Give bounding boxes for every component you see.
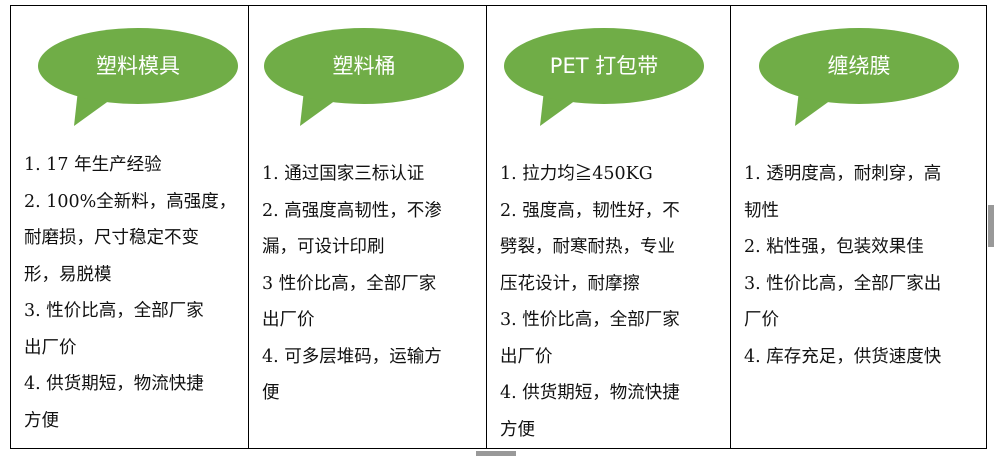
feature-line: 3. 性价比高，全部厂家出 [744,273,942,294]
feature-line: 2. 100%全新料，高强度， [24,191,237,212]
feature-line: 方便 [500,419,535,440]
speech-bubble: PET 打包带 [504,28,704,128]
product-table: 塑料模具 1. 17 年生产经验 2. 100%全新料，高强度， 耐磨损，尺寸稳定不变… [10,5,987,449]
feature-line: 耐磨损，尺寸稳定不变 [24,228,199,248]
feature-line: 3 性价比高，全部厂家 [262,273,437,294]
bubble-title: 塑料模具 [96,54,180,78]
feature-line: 4. 可多层堆码，运输方 [262,346,442,367]
feature-line: 2. 粘性强，包装效果佳 [744,237,924,257]
feature-list: 1. 17 年生产经验 2. 100%全新料，高强度， 耐磨损，尺寸稳定不变 形，易脱… [24,147,242,439]
feature-line: 2. 高强度高韧性，不渗 [262,200,442,221]
feature-line: 便 [262,383,280,403]
bubble-title: PET 打包带 [549,54,659,78]
bubble-title: 塑料桶 [332,54,396,78]
feature-line: 劈裂，耐寒耐热，专业 [500,237,675,257]
feature-line: 形，易脱模 [24,264,112,285]
feature-line: 1. 拉力均≧450KG [500,164,653,184]
feature-line: 方便 [24,410,59,431]
column-resize-marker[interactable] [476,451,516,456]
feature-line: 厂价 [744,310,779,330]
feature-line: 3. 性价比高，全部厂家 [24,301,204,321]
feature-line: 出厂价 [500,346,553,367]
feature-line: 压花设计，耐摩擦 [500,273,640,294]
feature-line: 4. 供货期短，物流快捷 [500,383,680,403]
product-column: PET 打包带 1. 拉力均≧450KG 2. 强度高，韧性好，不 劈裂，耐寒耐热，专… [487,6,731,448]
feature-line: 4. 库存充足，供货速度快 [744,346,942,367]
bubble-title: 缠绕膜 [827,54,891,78]
speech-bubble: 塑料桶 [264,28,464,128]
scrollbar-thumb[interactable] [988,205,994,247]
feature-line: 韧性 [744,200,779,221]
feature-line: 出厂价 [24,337,77,358]
feature-line: 2. 强度高，韧性好，不 [500,200,680,221]
feature-line: 1. 透明度高，耐刺穿，高 [744,164,942,184]
feature-line: 1. 通过国家三标认证 [262,164,425,184]
product-column: 塑料桶 1. 通过国家三标认证 2. 高强度高韧性，不渗 漏，可设计印刷 3 性价比高，… [249,6,487,448]
product-column: 缠绕膜 1. 透明度高，耐刺穿，高 韧性 2. 粘性强，包装效果佳 3. 性价比高，全部… [731,6,988,448]
feature-line: 3. 性价比高，全部厂家 [500,310,680,330]
product-column: 塑料模具 1. 17 年生产经验 2. 100%全新料，高强度， 耐磨损，尺寸稳定不变… [11,6,249,448]
speech-bubble: 缠绕膜 [759,28,959,128]
feature-line: 出厂价 [262,310,315,330]
speech-bubble: 塑料模具 [38,28,238,128]
feature-line: 漏，可设计印刷 [262,237,385,257]
feature-list: 1. 拉力均≧450KG 2. 强度高，韧性好，不 劈裂，耐寒耐热，专业 压花设计，耐… [500,156,724,448]
feature-line: 4. 供货期短，物流快捷 [24,374,204,394]
feature-list: 1. 通过国家三标认证 2. 高强度高韧性，不渗 漏，可设计印刷 3 性价比高，全部厂… [262,156,480,412]
feature-line: 1. 17 年生产经验 [24,155,162,175]
feature-list: 1. 透明度高，耐刺穿，高 韧性 2. 粘性强，包装效果佳 3. 性价比高，全部厂家出… [744,156,982,375]
